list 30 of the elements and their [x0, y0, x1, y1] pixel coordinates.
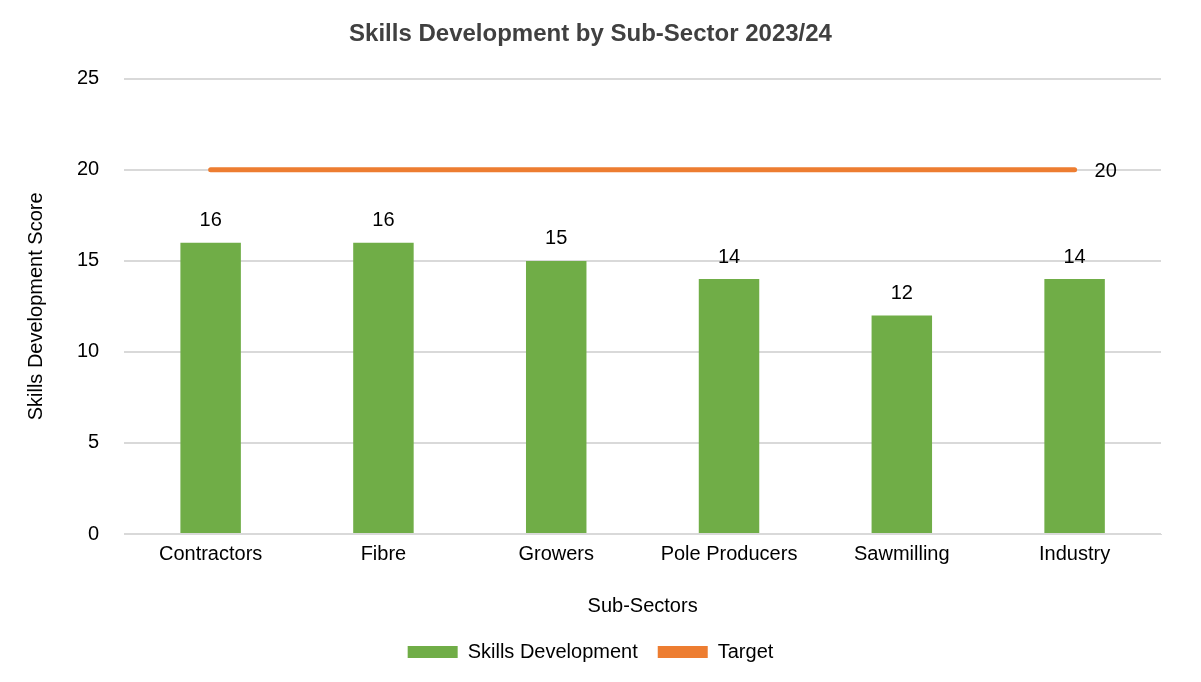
y-tick-label: 25 [77, 66, 100, 89]
bar [353, 242, 414, 533]
y-tick-label: 15 [77, 248, 100, 271]
x-tick-label: Pole Producers [660, 541, 798, 564]
data-label: 16 [199, 208, 222, 231]
data-label: 14 [1063, 244, 1086, 267]
y-axis-title: Skills Development Score [23, 192, 46, 421]
bar [180, 242, 241, 533]
x-tick-label: Sawmilling [854, 541, 950, 564]
data-label: 12 [890, 281, 913, 304]
bar [525, 260, 587, 533]
data-label: 16 [372, 208, 395, 231]
y-tick-label: 0 [88, 521, 100, 544]
data-label: 15 [545, 226, 568, 249]
y-tick-label: 20 [77, 157, 100, 180]
y-tick-label: 5 [88, 430, 100, 453]
bar [1044, 279, 1105, 533]
bar [698, 279, 760, 533]
bar [871, 315, 933, 533]
x-tick-label: Industry [1039, 541, 1111, 564]
y-tick-label: 10 [77, 339, 100, 362]
legend-label: Target [717, 639, 774, 662]
chart-title: Skills Development by Sub-Sector 2023/24 [349, 19, 833, 47]
x-tick-label: Fibre [360, 541, 407, 564]
data-label: 14 [717, 244, 741, 267]
x-tick-label: Growers [518, 541, 595, 564]
data-label: 20 [1094, 159, 1117, 182]
x-tick-label: Contractors [158, 541, 263, 564]
legend-label: Skills Development [467, 639, 639, 662]
x-axis-title: Sub-Sectors [587, 593, 698, 616]
